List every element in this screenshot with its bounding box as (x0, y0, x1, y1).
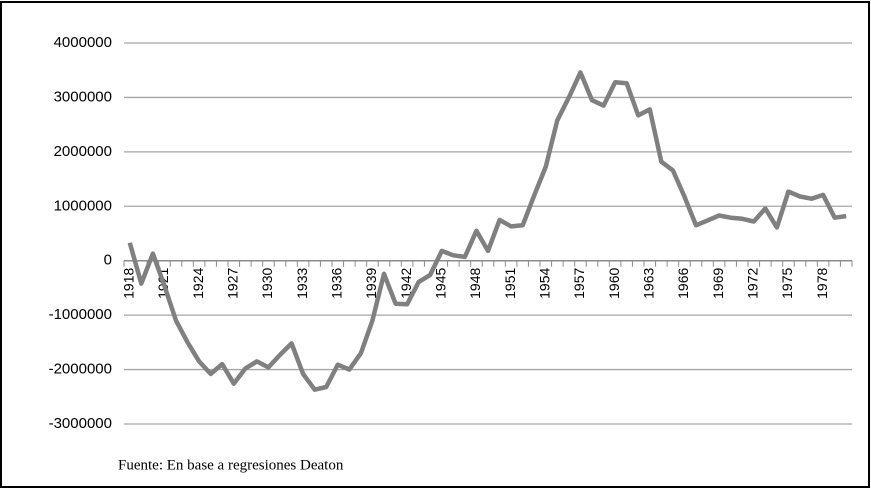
x-tick-label: 1960 (606, 268, 622, 299)
x-tick-label: 1927 (224, 268, 240, 299)
x-tick-label: 1957 (571, 268, 587, 299)
y-tick-label: 3000000 (54, 88, 112, 105)
y-tick-label: -2000000 (49, 361, 112, 378)
y-tick-label: 0 (104, 252, 112, 269)
x-tick-label: 1972 (744, 268, 760, 299)
x-tick-label: 1918 (120, 268, 136, 299)
axis: -3000000 -2000000 -1000000 0 1000000 2000000 3… (49, 34, 853, 432)
source-note: Fuente: En base a regresiones Deaton (118, 457, 344, 473)
x-tick-label: 1924 (190, 268, 206, 299)
x-tick-label: 1954 (536, 268, 552, 299)
x-tick-label: 1936 (328, 268, 344, 299)
x-tick-label: 1978 (814, 268, 830, 299)
x-tick-label: 1948 (467, 268, 483, 299)
y-tick-label: -3000000 (49, 415, 112, 432)
x-tick-label: 1945 (432, 268, 448, 299)
y-tick-label: -1000000 (49, 306, 112, 323)
y-tick-label: 1000000 (54, 197, 112, 214)
x-tick-label: 1939 (363, 268, 379, 299)
plot (127, 70, 847, 392)
x-tick-label: 1975 (779, 268, 795, 299)
data-line (127, 70, 847, 392)
x-tick-label: 1942 (398, 268, 414, 299)
y-tick-label: 4000000 (54, 34, 112, 51)
x-tick-label: 1969 (710, 268, 726, 299)
x-tick-label: 1963 (640, 268, 656, 299)
x-tick-label: 1951 (502, 268, 518, 299)
y-tick-label: 2000000 (54, 143, 112, 160)
x-tick-label: 1966 (675, 268, 691, 299)
x-tick-label: 1930 (259, 268, 275, 299)
x-tick-label: 1933 (294, 268, 310, 299)
